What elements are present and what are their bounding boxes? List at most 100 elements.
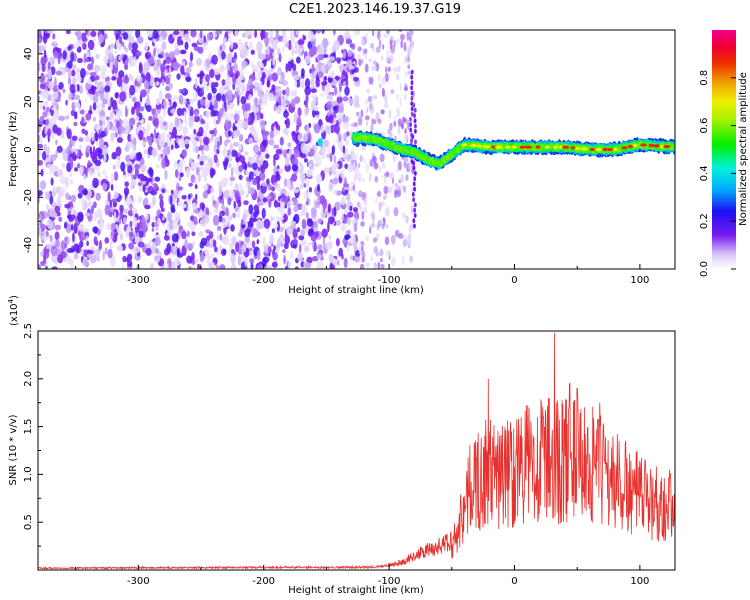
noise-speckle (42, 105, 46, 111)
noise-speckle (381, 87, 385, 97)
noise-speckle (404, 56, 408, 64)
noise-speckle (148, 116, 153, 121)
noise-speckle (345, 138, 350, 147)
noise-speckle (161, 157, 167, 169)
noise-speckle (361, 210, 365, 220)
noise-speckle (191, 42, 198, 48)
noise-speckle (306, 256, 313, 264)
noise-speckle (137, 181, 143, 187)
noise-speckle (316, 254, 322, 260)
noise-speckle (140, 76, 143, 83)
noise-speckle (151, 227, 155, 232)
noise-speckle (179, 159, 186, 165)
colorbar-tick-label: 0.2 (699, 213, 710, 229)
noise-speckle (355, 167, 360, 175)
signal-peak (476, 144, 482, 148)
noise-speckle (205, 121, 209, 132)
noise-speckle (230, 224, 235, 232)
noise-speckle (244, 103, 251, 112)
noise-speckle (79, 166, 83, 177)
noise-speckle (341, 115, 348, 123)
noise-speckle (47, 111, 50, 118)
noise-speckle (231, 235, 237, 246)
snr-y-label: SNR (10 * v/v) (8, 414, 19, 485)
noise-speckle (107, 97, 111, 107)
noise-speckle (372, 263, 377, 269)
noise-speckle (146, 93, 150, 103)
noise-speckle (38, 196, 41, 204)
noise-speckle (172, 101, 177, 108)
noise-speckle (125, 107, 128, 118)
noise-speckle (354, 95, 360, 106)
noise-speckle (244, 258, 248, 267)
noise-speckle (172, 126, 178, 138)
noise-speckle (348, 98, 354, 105)
noise-speckle (230, 167, 234, 178)
noise-speckle (290, 251, 294, 260)
noise-speckle (55, 239, 60, 248)
noise-streak (413, 176, 417, 182)
noise-speckle (375, 46, 381, 53)
noise-streak (413, 118, 417, 124)
noise-speckle (392, 66, 398, 74)
noise-speckle (215, 30, 223, 35)
noise-speckle (407, 162, 411, 170)
noise-speckle (363, 158, 366, 164)
noise-speckle (280, 216, 284, 221)
noise-speckle (38, 126, 41, 134)
noise-speckle (199, 30, 203, 39)
noise-speckle (142, 222, 148, 233)
noise-speckle (154, 58, 158, 68)
noise-speckle (38, 264, 42, 269)
noise-speckle (230, 263, 237, 269)
noise-speckle (178, 176, 182, 182)
noise-speckle (313, 123, 321, 134)
noise-speckle (174, 257, 181, 267)
noise-speckle (64, 242, 67, 249)
noise-speckle (317, 192, 320, 201)
noise-speckle (204, 162, 210, 173)
noise-speckle (70, 51, 75, 63)
noise-speckle (245, 30, 252, 36)
colorbar-tick-label: 0.4 (699, 165, 710, 181)
noise-speckle (310, 233, 317, 242)
noise-streak (410, 111, 414, 117)
signal-cell (317, 138, 323, 147)
noise-speckle (161, 188, 166, 193)
noise-speckle (108, 45, 111, 50)
noise-speckle (188, 119, 194, 127)
noise-speckle (90, 56, 95, 66)
noise-speckle (238, 165, 243, 173)
noise-speckle (265, 89, 270, 97)
noise-speckle (279, 136, 284, 146)
noise-speckle (262, 256, 270, 263)
noise-speckle (268, 36, 274, 44)
noise-speckle (74, 101, 80, 108)
noise-speckle (254, 97, 259, 107)
noise-speckle (277, 67, 282, 76)
noise-speckle (260, 220, 264, 228)
noise-speckle (97, 171, 101, 178)
noise-speckle (158, 137, 166, 147)
noise-speckle (146, 30, 152, 37)
noise-speckle (86, 201, 93, 207)
noise-speckle (306, 169, 313, 178)
noise-speckle (347, 49, 353, 57)
noise-speckle (82, 228, 90, 233)
noise-speckle (346, 217, 351, 226)
noise-speckle (73, 121, 78, 127)
noise-speckle (376, 232, 380, 241)
noise-speckle (174, 48, 180, 56)
noise-speckle (322, 204, 326, 214)
noise-speckle (222, 248, 227, 255)
noise-speckle (351, 153, 358, 161)
noise-speckle (152, 215, 156, 221)
noise-speckle (183, 33, 190, 41)
noise-speckle (296, 227, 301, 233)
noise-speckle (203, 184, 209, 191)
noise-speckle (149, 239, 153, 244)
noise-speckle (266, 195, 272, 200)
noise-speckle (225, 207, 229, 217)
x-tick-label: -100 (378, 275, 401, 286)
noise-speckle (56, 103, 59, 111)
